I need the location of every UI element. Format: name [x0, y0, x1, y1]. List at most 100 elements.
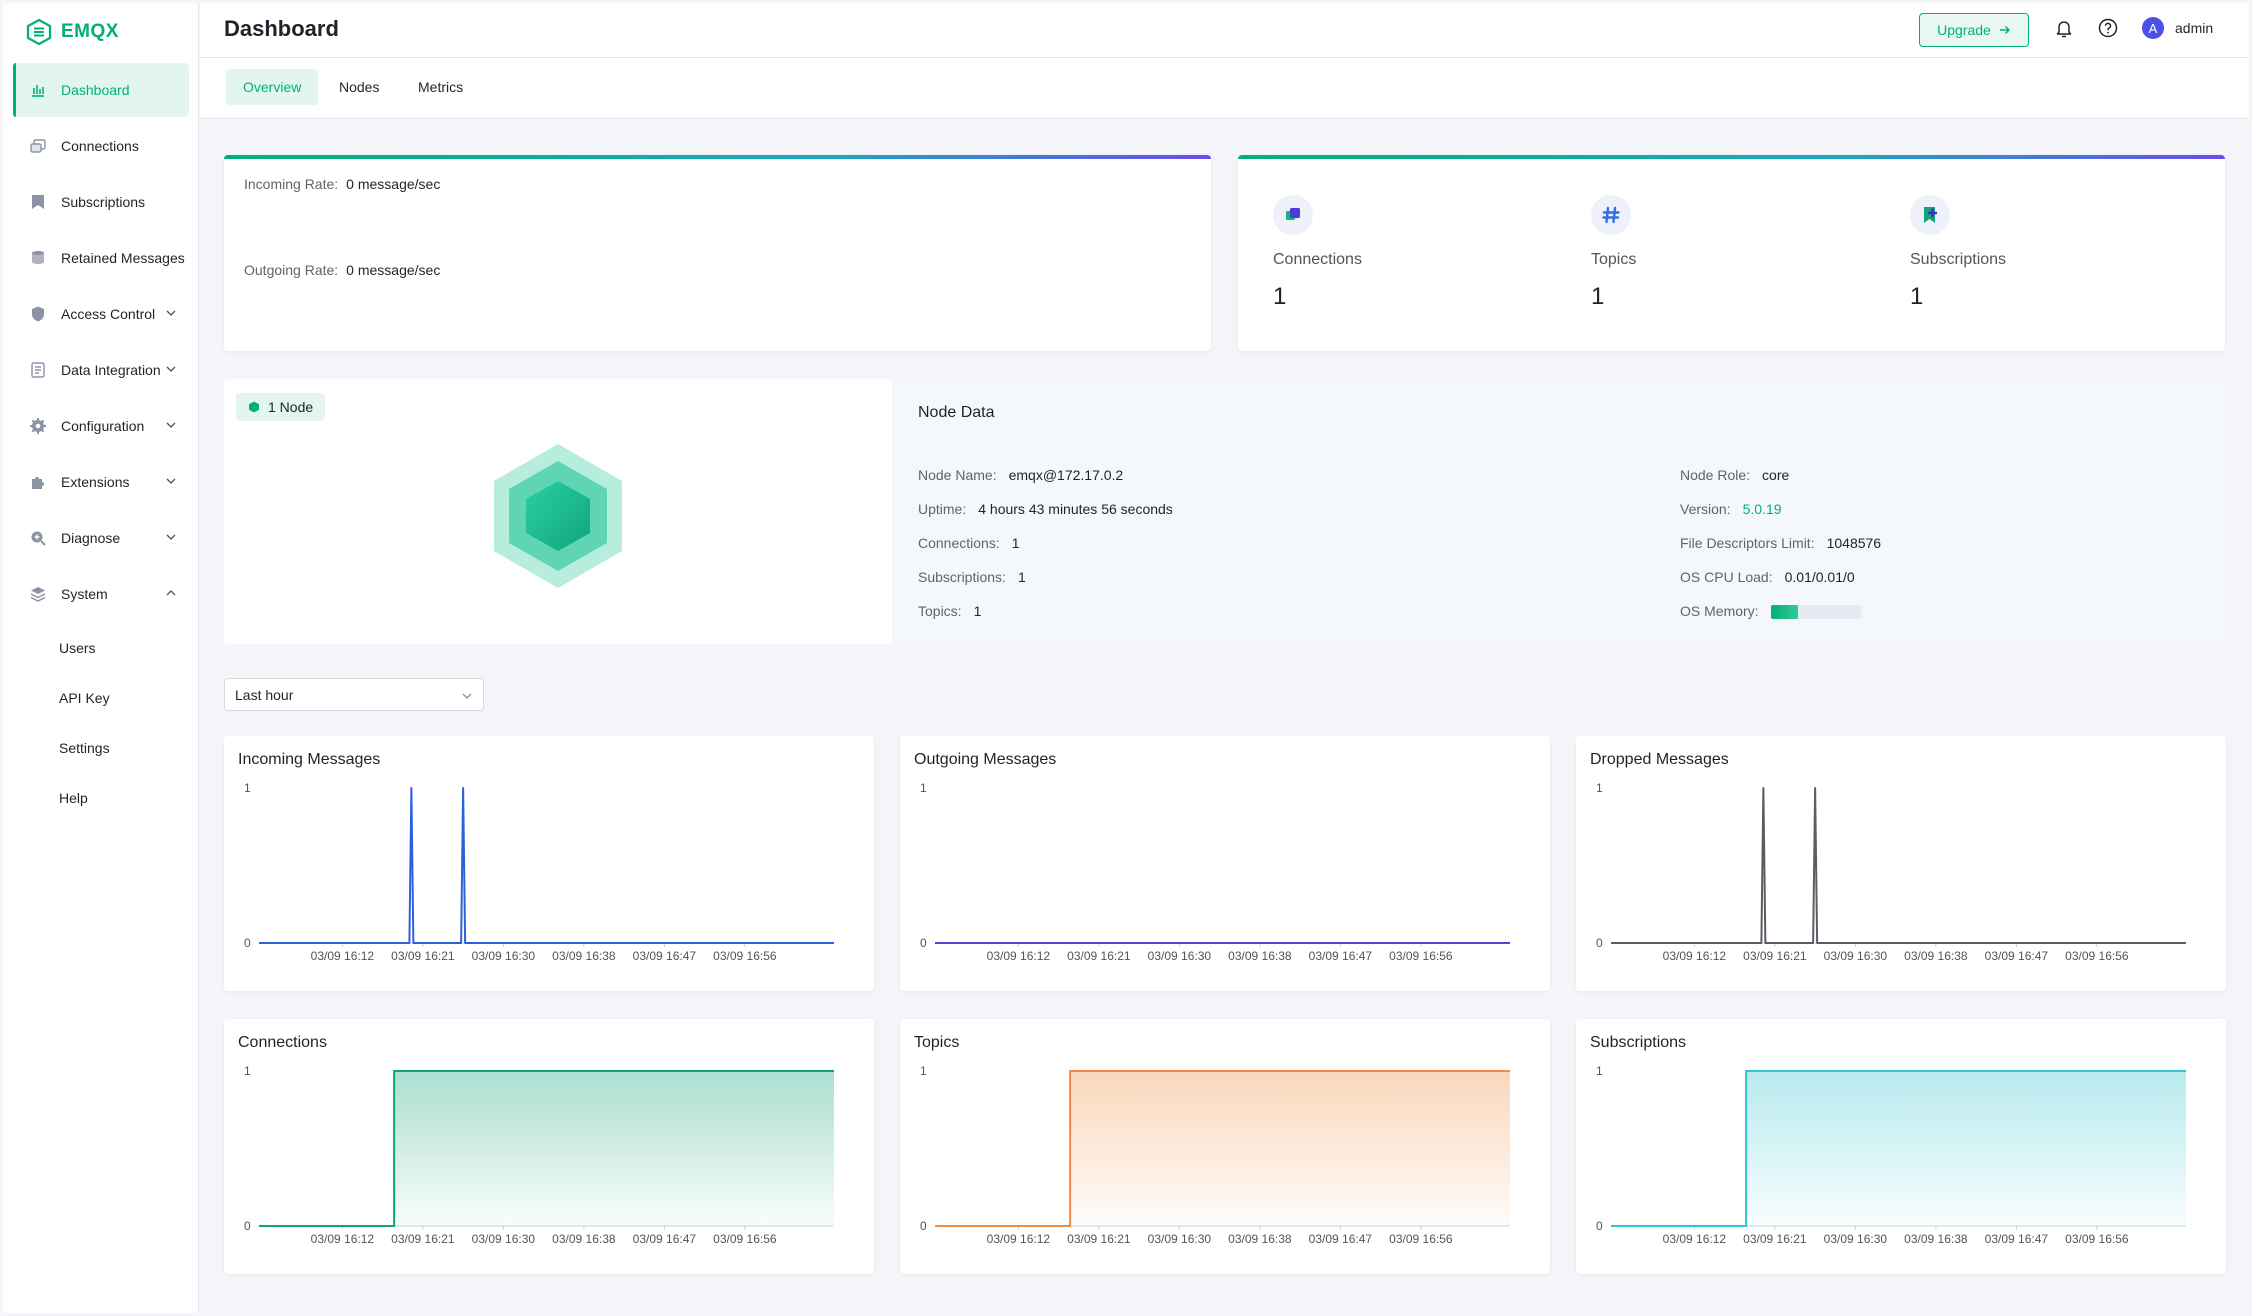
x-tick-label: 03/09 16:12	[1663, 1232, 1727, 1246]
x-tick-label: 03/09 16:56	[1389, 949, 1453, 963]
stat-value: 1	[1910, 283, 1924, 310]
line-chart[interactable]: 1 0 03/09 16:12 03/09 16:21 03/09 16:30 03/09…	[224, 736, 874, 991]
sidebar-item-diagnose[interactable]: Diagnose	[13, 511, 189, 565]
node-count-badge[interactable]: 1 Node	[236, 393, 326, 421]
sidebar-item-retained-messages[interactable]: Retained Messages	[13, 231, 189, 285]
sidebar-item-configuration[interactable]: Configuration	[13, 399, 189, 453]
x-tick-label: 03/09 16:47	[633, 1232, 697, 1246]
emqx-logo[interactable]: EMQX	[25, 17, 119, 47]
x-tick-label: 03/09 16:56	[2065, 1232, 2129, 1246]
tab-metrics[interactable]: Metrics	[418, 79, 464, 95]
x-tick-label: 03/09 16:30	[472, 949, 536, 963]
y-tick-label: 0	[920, 936, 927, 950]
y-tick-label: 0	[920, 1219, 927, 1233]
x-tick-label: 03/09 16:12	[311, 1232, 375, 1246]
y-tick-label: 1	[920, 1064, 927, 1078]
logo-text: EMQX	[61, 21, 119, 42]
chevron-down-icon	[166, 366, 176, 372]
sidebar-item-extensions[interactable]: Extensions	[13, 455, 189, 509]
incoming-rate: Incoming Rate: 0 message/sec	[244, 176, 440, 192]
stat-label: Connections	[1273, 251, 1362, 268]
field-value: 1	[1011, 535, 1020, 551]
x-tick-label: 03/09 16:30	[1824, 1232, 1888, 1246]
sidebar-item-data-integration[interactable]: Data Integration	[13, 343, 189, 397]
card-accent	[1238, 155, 2225, 159]
line-chart[interactable]: 1 0 03/09 16:12 03/09 16:21 03/09 16:30 03/09…	[1576, 736, 2226, 991]
sidebar-item-system[interactable]: System	[13, 567, 189, 621]
sidebar-item-connections[interactable]: Connections	[13, 119, 189, 173]
sidebar-subitem-help[interactable]: Help	[59, 790, 88, 806]
x-tick-label: 03/09 16:21	[1743, 1232, 1807, 1246]
chart-title: Dropped Messages	[1590, 751, 1729, 768]
y-tick-label: 0	[244, 1219, 251, 1233]
chart-title: Connections	[238, 1034, 327, 1051]
chart-card-incoming-messages: Incoming Messages 1 0 03/09 16:12 03/09 16:2…	[224, 736, 874, 991]
sidebar-subitem-api-key[interactable]: API Key	[59, 690, 110, 706]
sidebar-item-dashboard[interactable]: Dashboard	[13, 63, 189, 117]
field-value: core	[1762, 467, 1790, 483]
x-tick-label: 03/09 16:47	[1309, 1232, 1373, 1246]
upgrade-button[interactable]: Upgrade	[1919, 13, 2029, 47]
field-value: 5.0.19	[1742, 501, 1782, 517]
field-label: Uptime:	[918, 501, 967, 517]
node-data-title: Node Data	[918, 404, 995, 421]
x-tick-label: 03/09 16:12	[1663, 949, 1727, 963]
sidebar-item-label: Diagnose	[61, 530, 121, 546]
data-integration-icon	[29, 361, 47, 379]
x-tick-label: 03/09 16:56	[713, 1232, 777, 1246]
outgoing-rate: Outgoing Rate: 0 message/sec	[244, 262, 440, 278]
stat-value: 1	[1273, 283, 1287, 310]
node-data-panel: Node Data Node Name: emqx@172.17.0.2 Uptim…	[892, 379, 2225, 644]
tab-nodes[interactable]: Nodes	[339, 79, 380, 95]
node-hexagon-icon[interactable]	[491, 441, 625, 591]
y-tick-label: 1	[1596, 1064, 1603, 1078]
line-chart[interactable]: 1 0 03/09 16:12 03/09 16:21 03/09 16:30 03/09…	[900, 736, 1550, 991]
chart-card-outgoing-messages: Outgoing Messages 1 0 03/09 16:12 03/09 16:2…	[900, 736, 1550, 991]
hash-icon	[1591, 195, 1631, 235]
line-chart[interactable]: 1 0 03/09 16:12 03/09 16:21 03/09 16:30 03/09…	[224, 1019, 874, 1274]
bookmark-icon	[1910, 195, 1950, 235]
incoming-rate-value: 0 message/sec	[346, 176, 441, 192]
field-value: 1048576	[1826, 535, 1882, 551]
help-icon[interactable]	[2097, 17, 2119, 39]
user-menu[interactable]: admin	[2175, 20, 2214, 36]
stat-subscriptions: Subscriptions 1	[1910, 195, 2006, 311]
y-tick-label: 1	[244, 781, 251, 795]
y-tick-label: 0	[1596, 936, 1603, 950]
node-field-topics: Topics: 1	[918, 603, 981, 619]
tab-bar: Overview Nodes Metrics	[200, 58, 2249, 119]
field-value: 4 hours 43 minutes 56 seconds	[978, 501, 1173, 517]
x-tick-label: 03/09 16:30	[1148, 1232, 1212, 1246]
sidebar-item-subscriptions[interactable]: Subscriptions	[13, 175, 189, 229]
line-chart[interactable]: 1 0 03/09 16:12 03/09 16:21 03/09 16:30 03/09…	[900, 1019, 1550, 1274]
field-value: 0.01/0.01/0	[1784, 569, 1855, 585]
x-tick-label: 03/09 16:21	[1743, 949, 1807, 963]
sidebar-subitem-settings[interactable]: Settings	[59, 740, 110, 756]
node-field-uptime: Uptime: 4 hours 43 minutes 56 seconds	[918, 501, 1173, 517]
sidebar-item-access-control[interactable]: Access Control	[13, 287, 189, 341]
series-area	[1746, 1071, 2186, 1226]
series-line	[259, 787, 834, 944]
y-tick-label: 0	[244, 936, 251, 950]
line-chart[interactable]: 1 0 03/09 16:12 03/09 16:21 03/09 16:30 03/09…	[1576, 1019, 2226, 1274]
series-line	[935, 1070, 1510, 1227]
chevron-down-icon	[462, 693, 472, 699]
y-tick-label: 1	[244, 1064, 251, 1078]
chart-card-subscriptions: Subscriptions 1 0 03/09 16:12 03/09 16:21 03/…	[1576, 1019, 2226, 1274]
node-visual-panel: 1 Node	[224, 379, 892, 644]
chart-card-connections: Connections 1 0 03/09 16:12 03/09 16:21 03/09…	[224, 1019, 874, 1274]
avatar[interactable]: A	[2142, 17, 2164, 39]
page-title: Dashboard	[224, 16, 339, 41]
time-range-select[interactable]: Last hour	[224, 678, 484, 711]
x-tick-label: 03/09 16:12	[311, 949, 375, 963]
sidebar-subitem-users[interactable]: Users	[59, 640, 96, 656]
series-area	[394, 1071, 834, 1226]
node-field-node-name: Node Name: emqx@172.17.0.2	[918, 467, 1123, 483]
tab-overview[interactable]: Overview	[226, 69, 319, 105]
x-tick-label: 03/09 16:38	[1904, 1232, 1968, 1246]
x-tick-label: 03/09 16:38	[552, 949, 616, 963]
x-tick-label: 03/09 16:56	[1389, 1232, 1453, 1246]
field-label: Node Role:	[1680, 467, 1751, 483]
x-tick-label: 03/09 16:30	[472, 1232, 536, 1246]
bell-icon[interactable]	[2053, 17, 2075, 39]
